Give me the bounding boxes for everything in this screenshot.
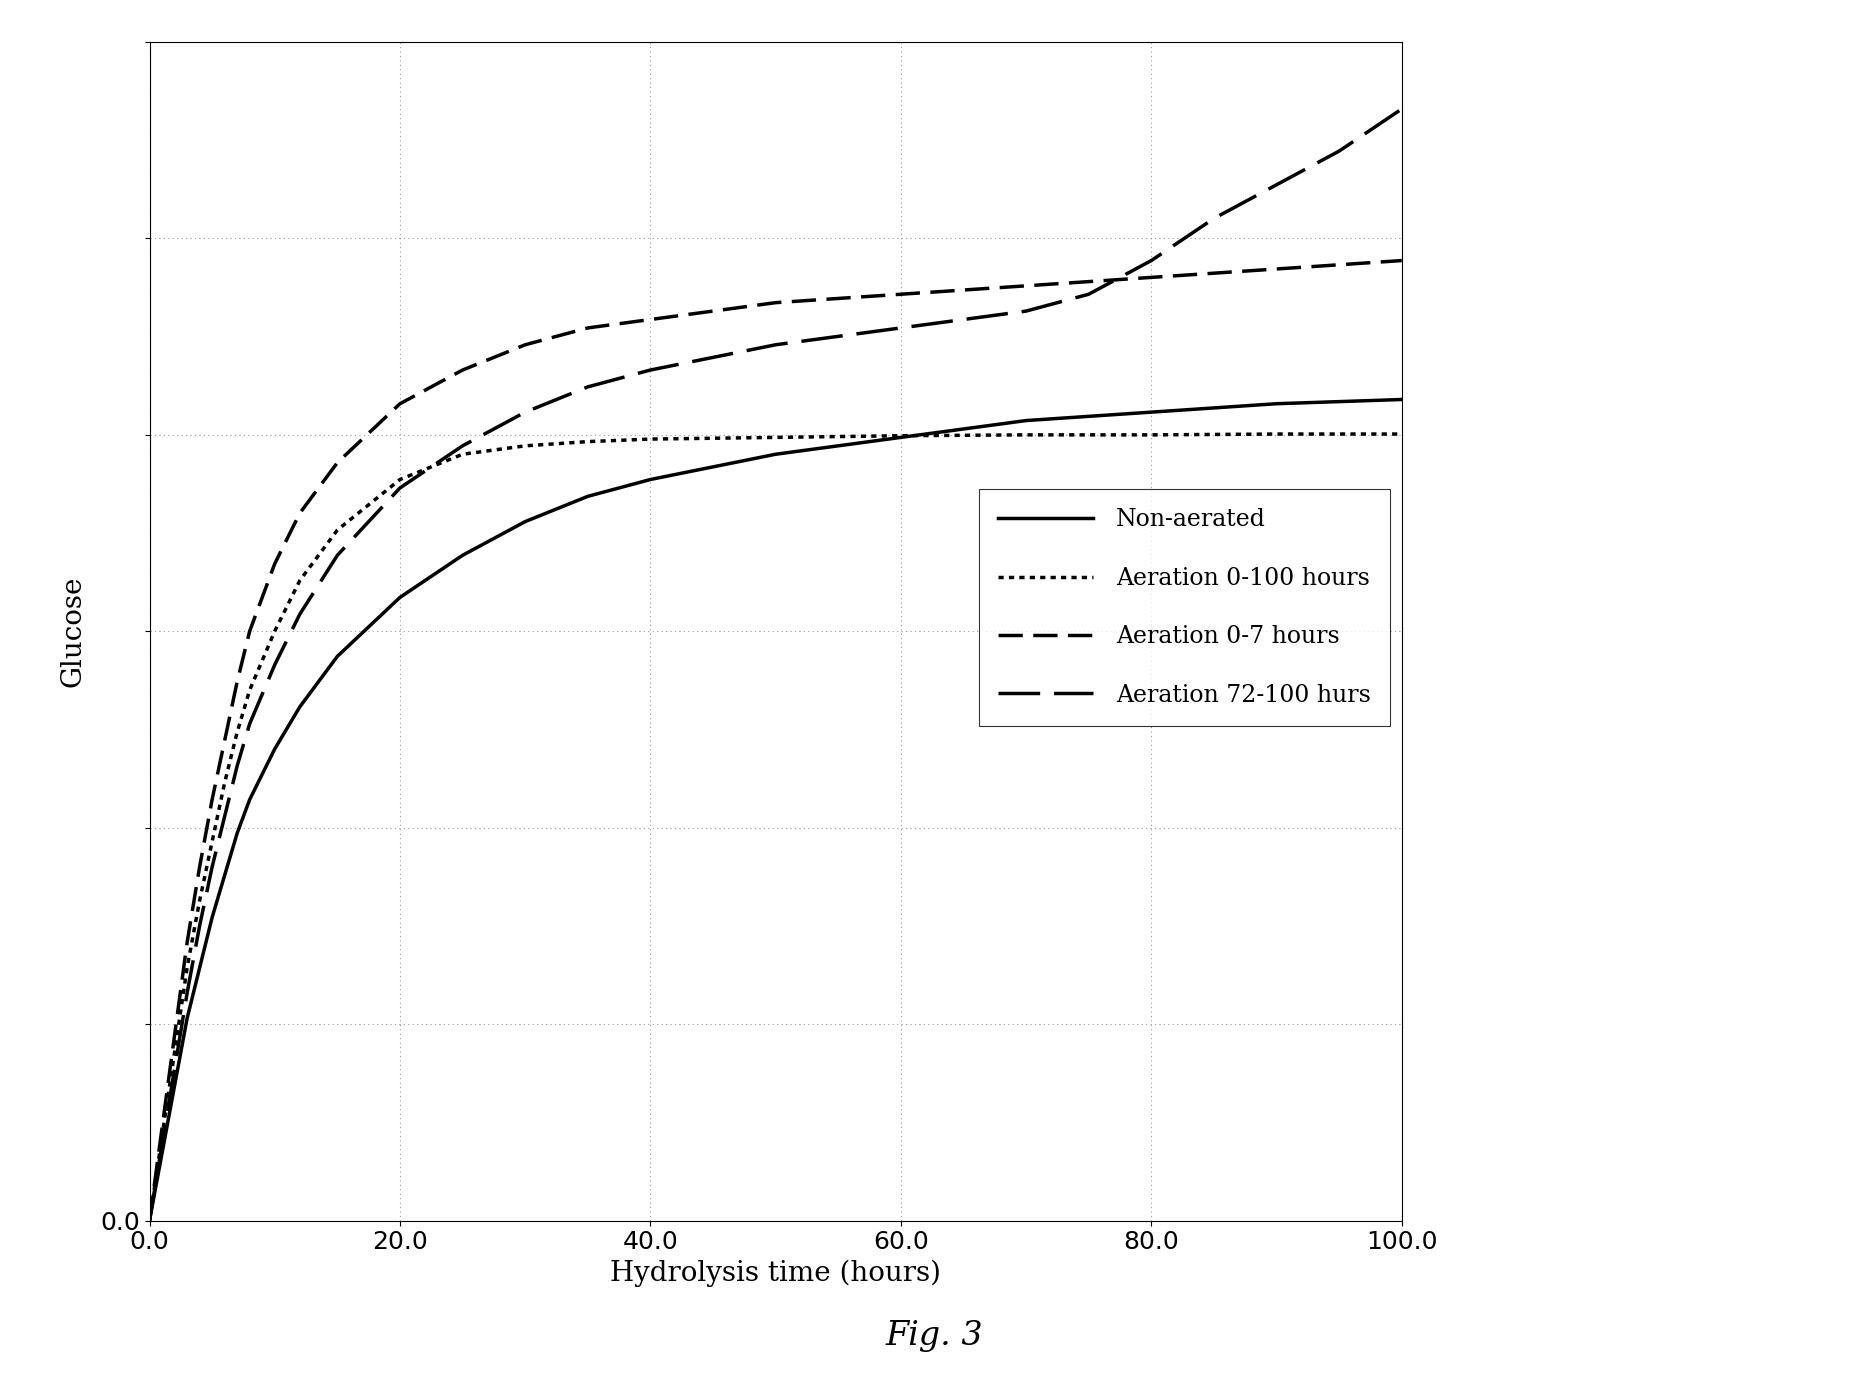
Legend: Non-aerated, Aeration 0-100 hours, Aeration 0-7 hours, Aeration 72-100 hurs: Non-aerated, Aeration 0-100 hours, Aerat… — [979, 490, 1391, 725]
Y-axis label: Glucose: Glucose — [60, 576, 86, 687]
Text: Fig. 3: Fig. 3 — [886, 1320, 983, 1352]
X-axis label: Hydrolysis time (hours): Hydrolysis time (hours) — [609, 1259, 942, 1287]
